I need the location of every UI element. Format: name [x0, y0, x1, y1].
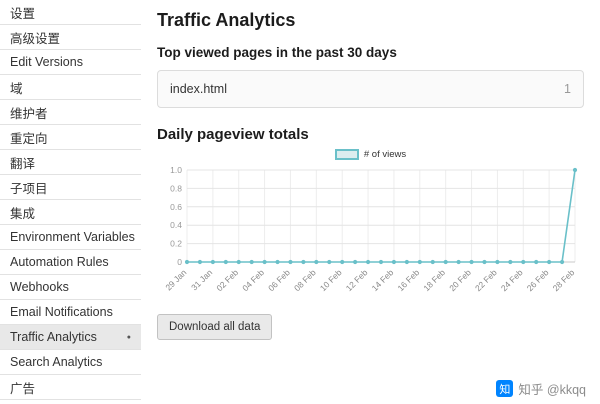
main-content: Traffic Analytics Top viewed pages in th… [141, 0, 600, 404]
sidebar-item-label: 子项目 [10, 181, 48, 196]
sidebar-item-label: 维护者 [10, 106, 48, 121]
svg-text:0.4: 0.4 [170, 220, 182, 230]
sidebar-item-label: Environment Variables [10, 230, 135, 244]
svg-text:28 Feb: 28 Feb [551, 267, 577, 293]
svg-text:08 Feb: 08 Feb [292, 267, 318, 293]
sidebar-item[interactable]: Automation Rules [0, 250, 141, 275]
selected-dot-icon: ● [126, 333, 131, 341]
svg-text:12 Feb: 12 Feb [344, 267, 370, 293]
svg-text:14 Feb: 14 Feb [370, 267, 396, 293]
svg-text:24 Feb: 24 Feb [499, 267, 525, 293]
svg-text:0.2: 0.2 [170, 239, 182, 249]
top-pages-heading: Top viewed pages in the past 30 days [157, 45, 397, 60]
legend-label: # of views [363, 149, 407, 160]
sidebar-item-label: 域 [10, 81, 23, 96]
sidebar-item[interactable]: Traffic Analytics ● [0, 325, 141, 350]
svg-text:0.8: 0.8 [170, 183, 182, 193]
sidebar-item[interactable]: 设置 [0, 0, 141, 25]
svg-text:20 Feb: 20 Feb [447, 267, 473, 293]
svg-text:16 Feb: 16 Feb [395, 267, 421, 293]
sidebar-item-label: Email Notifications [10, 305, 113, 319]
sidebar-item-label: 设置 [10, 6, 36, 21]
svg-text:04 Feb: 04 Feb [240, 267, 266, 293]
legend-swatch-icon [334, 149, 359, 160]
sidebar-item-label: 重定向 [10, 131, 48, 146]
top-page-row[interactable]: index.html 1 [158, 71, 583, 107]
sidebar: 设置高级设置 Edit Versions 域维护者重定向翻译子项目集成 Environ… [0, 0, 141, 404]
sidebar-item[interactable]: 集成 [0, 200, 141, 225]
sidebar-item-label: Search Analytics [10, 355, 103, 369]
daily-pageviews-heading: Daily pageview totals [157, 126, 309, 143]
page-view-count: 1 [564, 82, 571, 96]
sidebar-item-label: 集成 [10, 206, 36, 221]
svg-text:18 Feb: 18 Feb [421, 267, 447, 293]
sidebar-item[interactable]: 高级设置 [0, 25, 141, 50]
chart-legend: # of views [157, 149, 584, 160]
sidebar-item-label: 翻译 [10, 156, 36, 171]
sidebar-item-label: 高级设置 [10, 31, 61, 46]
svg-text:0.6: 0.6 [170, 202, 182, 212]
svg-text:0: 0 [177, 257, 182, 267]
sidebar-item[interactable]: 子项目 [0, 175, 141, 200]
actions-row: Download all data [157, 304, 584, 340]
svg-text:06 Feb: 06 Feb [266, 267, 292, 293]
watermark-text: 知乎 @kkqq [518, 383, 586, 397]
sidebar-item[interactable]: Webhooks [0, 275, 141, 300]
sidebar-item-label: Automation Rules [10, 255, 109, 269]
svg-text:22 Feb: 22 Feb [473, 267, 499, 293]
svg-text:31 Jan: 31 Jan [189, 267, 214, 292]
svg-text:10 Feb: 10 Feb [318, 267, 344, 293]
sidebar-item-label: Traffic Analytics [10, 330, 97, 344]
sidebar-item-label: Edit Versions [10, 55, 83, 69]
svg-text:02 Feb: 02 Feb [214, 267, 240, 293]
svg-text:29 Jan: 29 Jan [163, 267, 188, 292]
sidebar-item[interactable]: 域 [0, 75, 141, 100]
page-title: Traffic Analytics [157, 10, 296, 30]
sidebar-item[interactable]: 重定向 [0, 125, 141, 150]
sidebar-item[interactable]: Search Analytics [0, 350, 141, 375]
sidebar-item[interactable]: 翻译 [0, 150, 141, 175]
watermark: 知 知乎 @kkqq [496, 379, 586, 398]
sidebar-item-label: 广告 [10, 381, 36, 396]
svg-text:1.0: 1.0 [170, 165, 182, 175]
sidebar-item[interactable]: 维护者 [0, 100, 141, 125]
svg-text:26 Feb: 26 Feb [525, 267, 551, 293]
page-name: index.html [170, 82, 227, 96]
sidebar-item[interactable]: Environment Variables [0, 225, 141, 250]
sidebar-item[interactable]: Email Notifications [0, 300, 141, 325]
pageviews-line-chart: 29 Jan 31 Jan 02 Feb 04 Feb 06 Feb 08 Feb 10 F… [163, 165, 578, 293]
sidebar-item[interactable]: 广告 [0, 375, 141, 400]
top-pages-list: index.html 1 [157, 70, 584, 108]
download-all-data-button[interactable]: Download all data [157, 314, 273, 340]
sidebar-item-label: Webhooks [10, 280, 69, 294]
zhihu-logo-icon: 知 [496, 380, 514, 397]
sidebar-item[interactable]: Edit Versions [0, 50, 141, 75]
